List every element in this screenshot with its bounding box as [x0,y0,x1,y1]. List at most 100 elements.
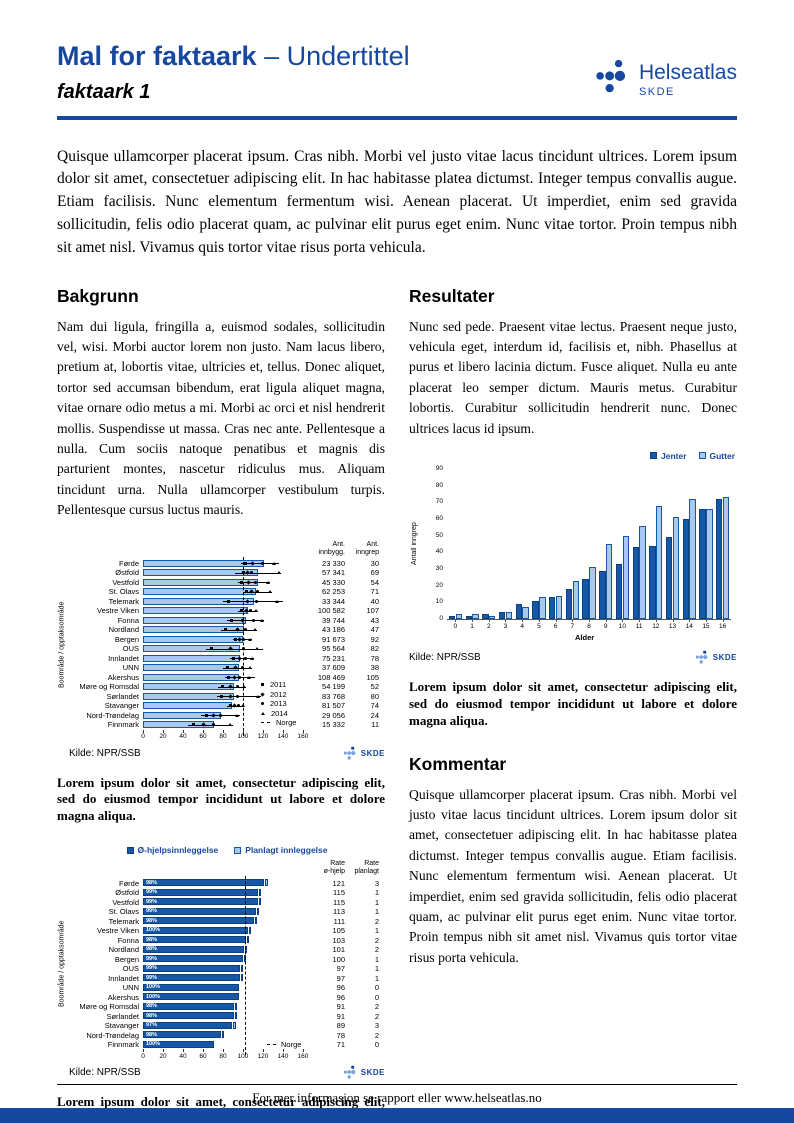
row-value-1: 45 330 [322,577,345,587]
axis-tick [202,1049,204,1053]
row-value-2: 1 [374,897,379,907]
footer-text: For mer informasjon se rapport eller www… [252,1090,542,1105]
bar: 99% [143,964,240,972]
axis-tick [302,729,304,733]
bar [605,543,613,619]
axis-tick [705,619,707,623]
axis-tick-label: 12 [652,622,660,630]
row-value-2: 2 [374,1002,379,1012]
axis-tick [605,619,607,623]
axis-tick-label: 1 [470,622,474,630]
bar [472,613,479,619]
circle-marker-icon [235,694,239,698]
axis-tick-label: 0 [453,622,458,630]
square-marker-icon [191,723,195,727]
bar-percent-label: 100% [146,927,161,934]
bar-row: Østfold 99% 115 1 [69,888,385,898]
row-label: Sørlandet [106,691,139,701]
row-value-1: 121 [332,878,345,888]
bar: 100% [143,993,239,1001]
bar-row: Innlandet 99% 97 1 [69,973,385,983]
axis-tick [222,1049,224,1053]
diamond-marker-icon [245,579,251,585]
axis-tick [282,1049,284,1053]
row-label: Finnmark [107,1040,139,1050]
row-value-2: 54 [370,577,379,587]
axis-tick-label: 80 [219,733,227,741]
row-label: Vestre Viken [97,606,139,616]
axis-tick [262,729,264,733]
bar [522,607,529,619]
legend-label: 2013 [270,699,287,709]
axis-tick-label: 0 [141,1052,145,1060]
axis-tick-label: 2 [486,622,491,630]
bar-track: 98% [143,878,303,888]
row-value-2: 0 [374,983,379,993]
value-column-header: Ant. inngrep [355,540,379,556]
chart-plot [447,469,731,620]
bar [589,567,596,619]
bar-percent-label: 98% [146,1012,158,1019]
circle-marker-icon [261,702,264,706]
bar [489,615,496,619]
brand-name: Helseatlas [638,60,737,84]
bar [682,518,690,619]
bar-percent-label: 98% [146,1031,158,1038]
bar-row: OUS 95 564 82 [69,644,385,654]
diamond-marker-icon [210,712,216,718]
triangle-marker-icon [255,694,260,698]
axis-tick-label: 90 [435,464,443,472]
diamond-marker-icon [236,636,242,642]
chart-legend: 2011 2012 2013 2014 Norge [260,680,341,728]
square-marker-icon [209,647,213,651]
axis-tick [202,729,204,733]
axis-tick-label: 70 [435,498,443,506]
marker-range-line [223,601,283,603]
axis-tick-label: 20 [159,1052,167,1060]
row-label: Nord-Trøndelag [86,710,139,720]
circle-marker-icon [260,561,264,565]
bar-track [143,578,303,588]
chart-admission-type: Ø-hjelpsinnleggelse Planlagt innleggelse R… [57,845,385,1080]
row-label: Innlandet [108,973,139,983]
bar [665,537,673,619]
row-value-1: 89 [336,1021,345,1031]
bar-percent-label: 98% [146,1003,158,1010]
circle-marker-icon [253,580,257,584]
row-value-2: 71 [370,587,379,597]
skde-logo: SKDE [695,650,737,665]
bar-track [143,597,303,607]
bar [716,498,723,619]
document-label: faktaark 1 [57,80,151,103]
axis-tick-label: 0 [141,733,145,741]
square-marker-icon [226,599,230,603]
row-label: Førde [118,878,139,888]
square-marker-icon [223,628,227,632]
axis-tick-label: 60 [199,733,207,741]
square-marker-icon [231,656,235,660]
triangle-marker-icon [265,580,270,584]
row-label: Møre og Romsdal [79,1002,139,1012]
row-label: Bergen [114,954,139,964]
legend-item: Ø-hjelpsinnleggelse [126,845,219,856]
legend-swatch [126,846,134,854]
axis-tick-label: 7 [570,622,575,630]
row-label: St. Olavs [108,587,139,597]
bar-track [143,606,303,616]
triangle-marker-icon [254,647,259,651]
legend-label: Ø-hjelpsinnleggelse [137,845,219,856]
row-value-1: 95 564 [322,644,345,654]
row-value-2: 80 [370,691,379,701]
axis-tick [505,619,507,623]
planned-bar-segment [259,888,261,896]
row-label: Fonna [117,935,139,945]
bar-track: 98% [143,1002,303,1012]
bar-row: Nordland 43 186 47 [69,625,385,635]
row-value-2: 1 [374,926,379,936]
bar-track: 98% [143,945,303,955]
axis-tick-label: 13 [668,622,677,630]
bar-track [143,625,303,635]
helseatlas-logo: Helseatlas SKDE [594,58,737,101]
row-value-2: 24 [370,710,379,720]
